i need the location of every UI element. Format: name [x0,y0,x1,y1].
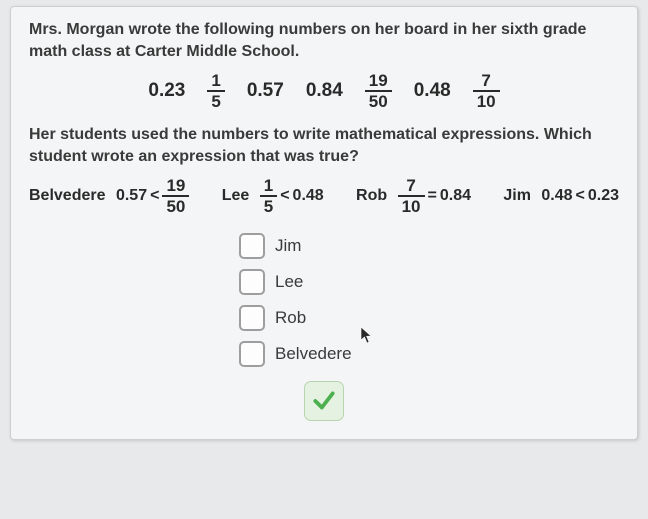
expression-jim: Jim 0.48 < 0.23 [503,187,619,205]
fraction: 7 10 [398,177,425,215]
fraction: 19 50 [162,177,189,215]
answer-list: Jim Lee Rob Belvedere [29,233,619,367]
checkbox-icon[interactable] [239,305,265,331]
submit-button[interactable] [304,381,344,421]
number-fraction: 7 10 [473,72,500,110]
number-fraction: 1 5 [207,72,224,110]
answer-option-rob[interactable]: Rob [239,305,409,331]
question-card: Mrs. Morgan wrote the following numbers … [10,6,638,440]
answer-label: Jim [275,236,301,256]
expression-lee: Lee 1 5 < 0.48 [222,177,324,215]
answer-label: Rob [275,308,306,328]
number-list: 0.23 1 5 0.57 0.84 19 50 0.48 7 10 [29,72,619,110]
number-decimal: 0.48 [414,80,451,102]
checkbox-icon[interactable] [239,233,265,259]
answer-option-lee[interactable]: Lee [239,269,409,295]
answer-label: Lee [275,272,303,292]
expression-rob: Rob 7 10 = 0.84 [356,177,471,215]
number-decimal: 0.23 [148,80,185,102]
question-text: Her students used the numbers to write m… [29,124,619,167]
number-decimal: 0.57 [247,80,284,102]
check-icon [311,388,337,414]
fraction: 1 5 [260,177,277,215]
expression-belvedere: Belvedere 0.57 < 19 50 [29,177,189,215]
checkbox-icon[interactable] [239,341,265,367]
checkbox-icon[interactable] [239,269,265,295]
expression-row: Belvedere 0.57 < 19 50 Lee 1 5 < 0.48 Ro… [29,177,619,215]
number-fraction: 19 50 [365,72,392,110]
number-decimal: 0.84 [306,80,343,102]
answer-option-belvedere[interactable]: Belvedere [239,341,409,367]
prompt-text: Mrs. Morgan wrote the following numbers … [29,19,619,62]
submit-row [29,381,619,421]
answer-option-jim[interactable]: Jim [239,233,409,259]
answer-label: Belvedere [275,344,352,364]
